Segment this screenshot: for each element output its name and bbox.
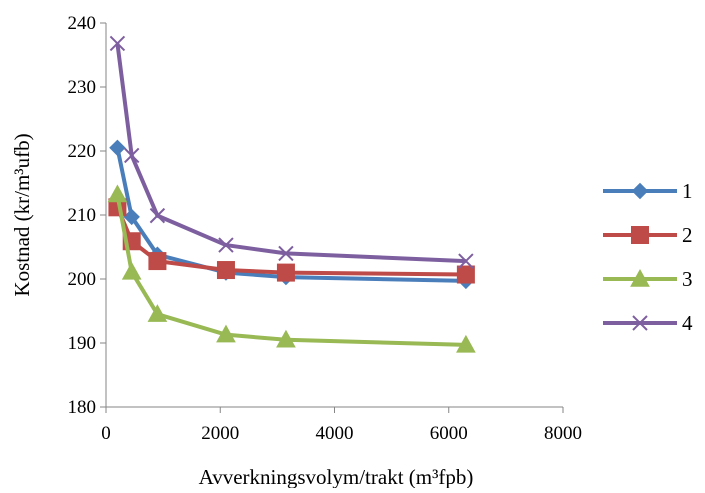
y-tick-label: 210 (68, 205, 97, 226)
legend-marker (631, 226, 649, 244)
series-line-3 (115, 194, 466, 347)
legend: 1 2 3 4 (603, 179, 693, 335)
x-tick-label: 2000 (201, 423, 239, 444)
legend-label: 3 (682, 267, 693, 291)
legend-marker (631, 182, 649, 200)
series-4 (109, 35, 474, 269)
legend-marker (632, 315, 648, 331)
axes: 180 190 200 210 220 230 240 0 2000 4000 6000 8000 (68, 13, 583, 444)
y-tick-label: 240 (68, 13, 97, 34)
data-point-3 (107, 184, 128, 203)
data-point-4 (123, 147, 140, 164)
data-point-3 (121, 261, 142, 280)
data-point-4 (109, 35, 126, 52)
y-tick-label: 220 (68, 141, 97, 162)
data-point-4 (458, 253, 474, 269)
legend-entry-2: 2 (603, 223, 693, 247)
series-group (107, 35, 476, 353)
x-axis-title: Avverkningsvolym/trakt (m³fpb) (199, 465, 474, 488)
data-point-3 (216, 324, 236, 343)
marker-stroke (218, 237, 234, 253)
x-tick-label: 0 (101, 423, 111, 444)
x-tick-label: 8000 (544, 423, 582, 444)
marker-stroke (149, 207, 166, 224)
data-point-2 (456, 265, 475, 284)
legend-entry-1: 1 (603, 179, 693, 203)
data-point-2 (276, 263, 295, 282)
y-tick-label: 230 (68, 77, 97, 98)
data-point-3 (276, 329, 296, 348)
data-point-4 (149, 207, 166, 224)
marker-stroke (458, 253, 474, 269)
data-point-3 (456, 334, 476, 353)
data-point-3 (147, 304, 168, 322)
y-tick-label: 190 (68, 333, 97, 354)
series-2 (108, 198, 475, 284)
data-point-4 (278, 245, 294, 262)
data-point-1 (109, 139, 126, 157)
legend-label: 1 (682, 179, 693, 203)
x-tick-label: 4000 (316, 423, 354, 444)
marker-stroke (123, 147, 140, 164)
x-tick-label: 6000 (430, 423, 468, 444)
data-point-2 (148, 252, 167, 271)
y-tick-label: 180 (68, 397, 97, 418)
data-point-4 (218, 237, 234, 253)
legend-entry-3: 3 (603, 267, 693, 291)
data-point-1 (123, 208, 140, 226)
marker-stroke (109, 35, 126, 52)
series-3 (107, 184, 476, 353)
legend-label: 2 (682, 223, 693, 247)
data-point-2 (216, 261, 235, 280)
legend-entry-4: 4 (603, 311, 693, 335)
series-line-4 (115, 43, 466, 264)
legend-marker (630, 268, 650, 287)
marker-stroke (632, 315, 648, 331)
marker-stroke (278, 245, 294, 262)
y-axis-title: Kostnad (kr/m³ufb) (10, 133, 34, 296)
legend-label: 4 (682, 311, 693, 335)
y-tick-label: 200 (68, 269, 97, 290)
